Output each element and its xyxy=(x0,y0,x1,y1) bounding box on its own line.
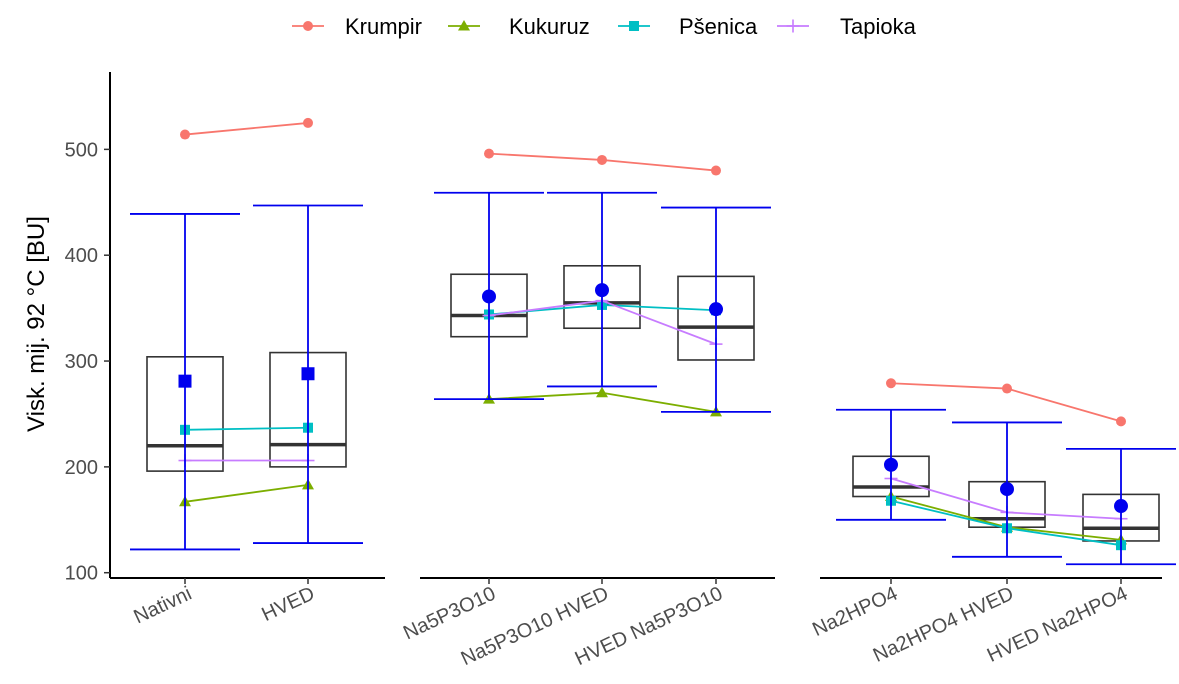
mean-point xyxy=(595,283,609,298)
y-axis: 100 200 300 400 500 xyxy=(65,72,111,585)
legend-key-marker xyxy=(629,21,639,31)
y-tick-label: 300 xyxy=(65,351,98,373)
series-point-krumpir xyxy=(1116,416,1126,427)
mean-point xyxy=(301,367,315,381)
y-tick-label: 400 xyxy=(65,245,98,267)
mean-point xyxy=(178,374,192,388)
error-bars xyxy=(130,191,1176,566)
y-tick-label: 500 xyxy=(65,139,98,161)
x-axes xyxy=(110,577,1162,584)
series-point-krumpir xyxy=(597,154,607,165)
series-point-krumpir xyxy=(886,378,896,389)
series-point-krumpir xyxy=(180,129,190,140)
mean-point xyxy=(709,302,723,317)
legend-key-marker xyxy=(458,20,470,31)
legend-label-krumpir: Krumpir xyxy=(345,14,422,39)
mean-point xyxy=(884,457,898,472)
x-tick-label: Na2HPO4 xyxy=(809,583,901,641)
legend-label-kukuruz: Kukuruz xyxy=(509,14,590,39)
legend-key-marker xyxy=(786,19,800,33)
legend-label-tapioka: Tapioka xyxy=(840,14,917,39)
series-point-krumpir xyxy=(484,148,494,159)
mean-point xyxy=(482,289,496,304)
series-line-pšenica xyxy=(184,426,309,431)
mean-point xyxy=(1000,482,1014,497)
series-point-kukuruz xyxy=(596,386,608,398)
series-line-krumpir xyxy=(184,122,309,136)
legend-label-pšenica: Pšenica xyxy=(679,14,758,39)
legend: Krumpir Kukuruz Pšenica Tapioka xyxy=(292,14,917,39)
x-tick-label: HVED xyxy=(258,583,318,626)
x-tick-label: Nativni xyxy=(130,583,195,629)
y-tick-label: 100 xyxy=(65,563,98,585)
x-tick-label: Na5P3O10 xyxy=(400,583,499,645)
legend-key-marker xyxy=(303,21,313,31)
mean-point xyxy=(1114,499,1128,514)
series-point-krumpir xyxy=(1002,383,1012,394)
y-axis-label: Visk. mij. 92 °C [BU] xyxy=(23,216,50,432)
series-lines xyxy=(178,117,1128,551)
series-point-krumpir xyxy=(711,165,721,176)
y-tick-label: 200 xyxy=(65,457,98,479)
series-line-kukuruz xyxy=(184,483,309,503)
series-point-krumpir xyxy=(303,117,313,128)
